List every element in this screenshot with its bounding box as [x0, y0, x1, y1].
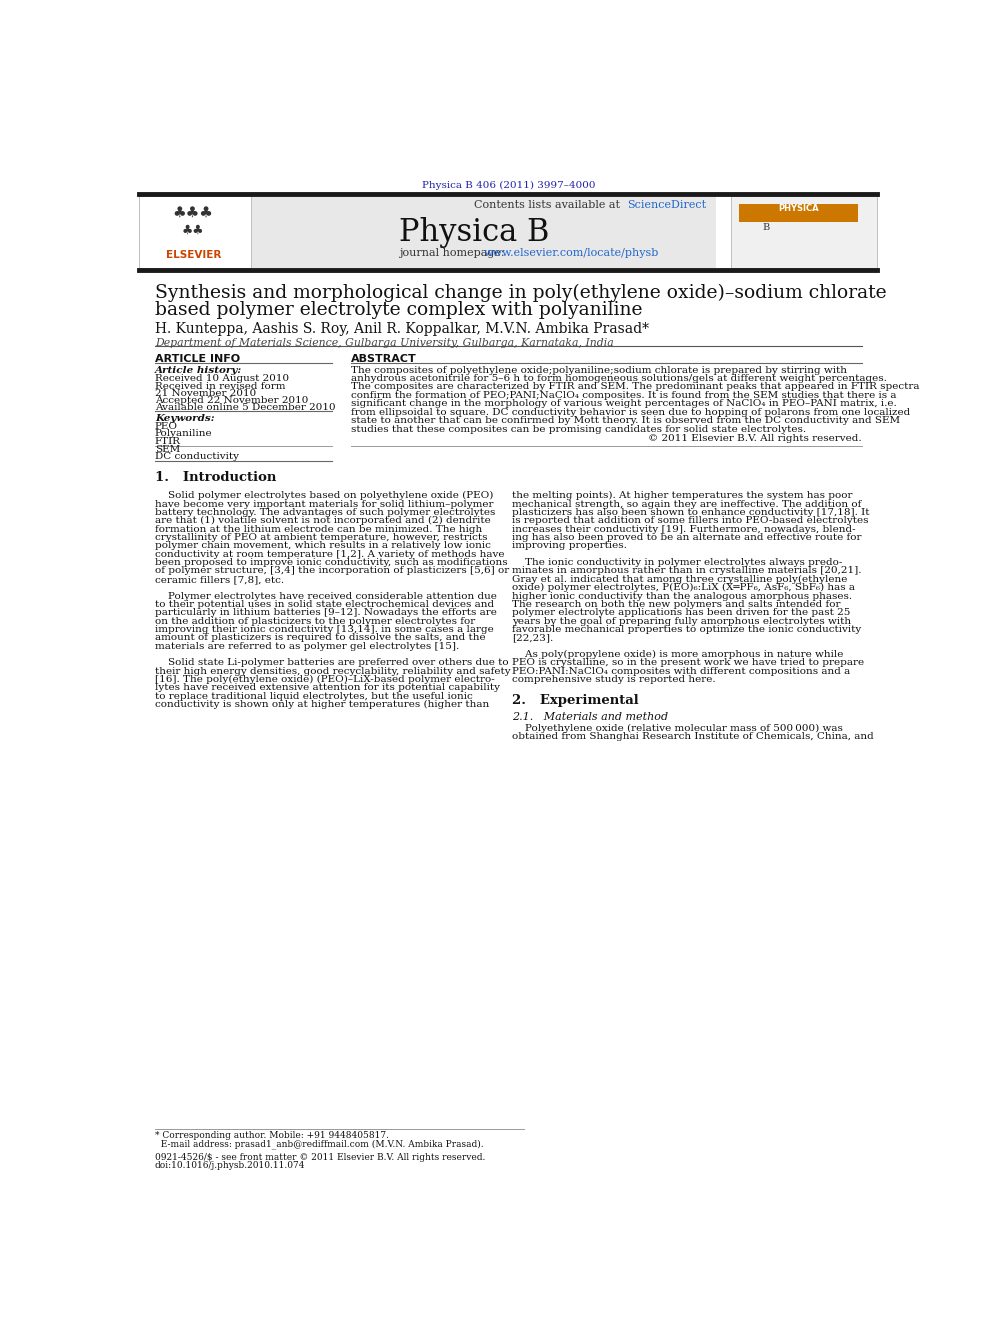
Text: of polymer structure, [3,4] the incorporation of plasticizers [5,6] or: of polymer structure, [3,4] the incorpor… [155, 566, 509, 576]
Text: 2.1.   Materials and method: 2.1. Materials and method [512, 712, 669, 722]
Text: state to another that can be confirmed by Mott theory. It is observed from the D: state to another that can be confirmed b… [351, 417, 900, 425]
Text: doi:10.1016/j.physb.2010.11.074: doi:10.1016/j.physb.2010.11.074 [155, 1162, 306, 1170]
Text: DC conductivity: DC conductivity [155, 452, 239, 462]
Text: Synthesis and morphological change in poly(ethylene oxide)–sodium chlorate: Synthesis and morphological change in po… [155, 284, 887, 303]
Text: crystallinity of PEO at ambient temperature, however, restricts: crystallinity of PEO at ambient temperat… [155, 533, 487, 542]
FancyBboxPatch shape [139, 196, 716, 267]
Text: confirm the formation of PEO;PANI;NaClO₄ composites. It is found from the SEM st: confirm the formation of PEO;PANI;NaClO₄… [351, 390, 897, 400]
Text: based polymer electrolyte complex with polyaniline: based polymer electrolyte complex with p… [155, 302, 642, 319]
Text: Received in revised form: Received in revised form [155, 382, 286, 390]
Text: The composites are characterized by FTIR and SEM. The predominant peaks that app: The composites are characterized by FTIR… [351, 382, 920, 392]
Text: mechanical strength, so again they are ineffective. The addition of: mechanical strength, so again they are i… [512, 500, 862, 508]
Text: Gray et al. indicated that among three crystalline poly(ethylene: Gray et al. indicated that among three c… [512, 574, 847, 583]
Text: minates in amorphous rather than in crystalline materials [20,21].: minates in amorphous rather than in crys… [512, 566, 862, 576]
Text: have become very important materials for solid lithium–polymer: have become very important materials for… [155, 500, 493, 508]
Text: Accepted 22 November 2010: Accepted 22 November 2010 [155, 396, 309, 405]
Text: their high energy densities, good recyclability, reliability and safety: their high energy densities, good recycl… [155, 667, 510, 676]
Text: The research on both the new polymers and salts intended for: The research on both the new polymers an… [512, 599, 841, 609]
Text: favorable mechanical properties to optimize the ionic conductivity: favorable mechanical properties to optim… [512, 624, 861, 634]
Text: The composites of polyethylene oxide;polyaniline;sodium chlorate is prepared by : The composites of polyethylene oxide;pol… [351, 365, 847, 374]
Text: FTIR: FTIR [155, 437, 181, 446]
Text: is reported that addition of some fillers into PEO-based electrolytes: is reported that addition of some filler… [512, 516, 869, 525]
Text: [16]. The poly(ethylene oxide) (PEO)–LiX-based polymer electro-: [16]. The poly(ethylene oxide) (PEO)–LiX… [155, 675, 494, 684]
Text: 2.   Experimental: 2. Experimental [512, 693, 639, 706]
Text: Polyaniline: Polyaniline [155, 429, 212, 438]
Text: Solid state Li-polymer batteries are preferred over others due to: Solid state Li-polymer batteries are pre… [155, 659, 508, 667]
Text: Available online 5 December 2010: Available online 5 December 2010 [155, 404, 335, 413]
Text: significant change in the morphology of various weight percentages of NaClO₄ in : significant change in the morphology of … [351, 400, 897, 409]
Text: particularly in lithium batteries [9–12]. Nowadays the efforts are: particularly in lithium batteries [9–12]… [155, 609, 497, 618]
Text: anhydrous acetonitrile for 5–6 h to form homogeneous solutions/gels at different: anhydrous acetonitrile for 5–6 h to form… [351, 374, 887, 384]
Text: polymer chain movement, which results in a relatively low ionic: polymer chain movement, which results in… [155, 541, 491, 550]
Text: E-mail address: prasad1_anb@rediffmail.com (M.V.N. Ambika Prasad).: E-mail address: prasad1_anb@rediffmail.c… [155, 1139, 483, 1148]
Text: are that (1) volatile solvent is not incorporated and (2) dendrite: are that (1) volatile solvent is not inc… [155, 516, 490, 525]
Text: studies that these composites can be promising candidates for solid state electr: studies that these composites can be pro… [351, 425, 806, 434]
Text: conductivity at room temperature [1,2]. A variety of methods have: conductivity at room temperature [1,2]. … [155, 550, 504, 558]
Text: © 2011 Elsevier B.V. All rights reserved.: © 2011 Elsevier B.V. All rights reserved… [649, 434, 862, 443]
Text: ELSEVIER: ELSEVIER [166, 250, 221, 261]
Text: Polymer electrolytes have received considerable attention due: Polymer electrolytes have received consi… [155, 591, 497, 601]
Text: improving properties.: improving properties. [512, 541, 627, 550]
Text: battery technology. The advantages of such polymer electrolytes: battery technology. The advantages of su… [155, 508, 495, 517]
Text: years by the goal of preparing fully amorphous electrolytes with: years by the goal of preparing fully amo… [512, 617, 851, 626]
Text: Physica B 406 (2011) 3997–4000: Physica B 406 (2011) 3997–4000 [422, 181, 595, 191]
Text: ♣♣: ♣♣ [182, 224, 204, 237]
FancyBboxPatch shape [139, 196, 251, 267]
Text: improving their ionic conductivity [13,14]. in some cases a large: improving their ionic conductivity [13,1… [155, 624, 493, 634]
Text: plasticizers has also been shown to enhance conductivity [17,18]. It: plasticizers has also been shown to enha… [512, 508, 870, 517]
Text: formation at the lithium electrode can be minimized. The high: formation at the lithium electrode can b… [155, 525, 482, 533]
Text: lytes have received extensive attention for its potential capability: lytes have received extensive attention … [155, 684, 500, 692]
Text: amount of plasticizers is required to dissolve the salts, and the: amount of plasticizers is required to di… [155, 634, 485, 642]
Text: ceramic fillers [7,8], etc.: ceramic fillers [7,8], etc. [155, 574, 284, 583]
Text: from ellipsoidal to square. DC conductivity behavior is seen due to hopping of p: from ellipsoidal to square. DC conductiv… [351, 407, 910, 417]
Text: to replace traditional liquid electrolytes, but the useful ionic: to replace traditional liquid electrolyt… [155, 692, 472, 701]
Text: obtained from Shanghai Research Institute of Chemicals, China, and: obtained from Shanghai Research Institut… [512, 733, 874, 741]
Text: Physica B: Physica B [399, 217, 549, 247]
Text: higher ionic conductivity than the analogous amorphous phases.: higher ionic conductivity than the analo… [512, 591, 852, 601]
Text: increases their conductivity [19]. Furthermore, nowadays, blend-: increases their conductivity [19]. Furth… [512, 525, 856, 533]
Text: on the addition of plasticizers to the polymer electrolytes for: on the addition of plasticizers to the p… [155, 617, 475, 626]
Text: As poly(propylene oxide) is more amorphous in nature while: As poly(propylene oxide) is more amorpho… [512, 650, 843, 659]
Text: polymer electrolyte applications has been driven for the past 25: polymer electrolyte applications has bee… [512, 609, 850, 618]
FancyBboxPatch shape [731, 196, 878, 267]
Text: conductivity is shown only at higher temperatures (higher than: conductivity is shown only at higher tem… [155, 700, 489, 709]
Text: Solid polymer electrolytes based on polyethylene oxide (PEO): Solid polymer electrolytes based on poly… [155, 491, 493, 500]
Text: SEM: SEM [155, 445, 180, 454]
Text: Contents lists available at: Contents lists available at [474, 200, 623, 209]
Text: ing has also been proved to be an alternate and effective route for: ing has also been proved to be an altern… [512, 533, 862, 542]
Text: The ionic conductivity in polymer electrolytes always predo-: The ionic conductivity in polymer electr… [512, 558, 842, 568]
Text: journal homepage:: journal homepage: [399, 249, 508, 258]
Text: ABSTRACT: ABSTRACT [351, 355, 417, 364]
Text: PHYSICA: PHYSICA [779, 204, 819, 213]
Text: PEO is crystalline, so in the present work we have tried to prepare: PEO is crystalline, so in the present wo… [512, 659, 864, 667]
Text: 1.   Introduction: 1. Introduction [155, 471, 276, 484]
Text: Received 10 August 2010: Received 10 August 2010 [155, 373, 289, 382]
Text: B: B [762, 224, 770, 232]
Text: PEO: PEO [155, 422, 178, 430]
Text: ♣♣♣: ♣♣♣ [173, 205, 213, 220]
Text: PEO:PANI:NaClO₄ composites with different compositions and a: PEO:PANI:NaClO₄ composites with differen… [512, 667, 850, 676]
Text: been proposed to improve ionic conductivity, such as modifications: been proposed to improve ionic conductiv… [155, 558, 507, 568]
Text: H. Kunteppa, Aashis S. Roy, Anil R. Koppalkar, M.V.N. Ambika Prasad*: H. Kunteppa, Aashis S. Roy, Anil R. Kopp… [155, 321, 649, 336]
Text: materials are referred to as polymer gel electrolytes [15].: materials are referred to as polymer gel… [155, 642, 459, 651]
Text: the melting points). At higher temperatures the system has poor: the melting points). At higher temperatu… [512, 491, 853, 500]
Text: www.elsevier.com/locate/physb: www.elsevier.com/locate/physb [484, 249, 659, 258]
Text: comprehensive study is reported here.: comprehensive study is reported here. [512, 675, 716, 684]
Text: ARTICLE INFO: ARTICLE INFO [155, 355, 240, 364]
Text: Department of Materials Science, Gulbarga University, Gulbarga, Karnataka, India: Department of Materials Science, Gulbarg… [155, 339, 613, 348]
Text: Polyethylene oxide (relative molecular mass of 500 000) was: Polyethylene oxide (relative molecular m… [512, 724, 843, 733]
FancyBboxPatch shape [739, 204, 858, 222]
Text: to their potential uses in solid state electrochemical devices and: to their potential uses in solid state e… [155, 599, 494, 609]
Text: 0921-4526/$ - see front matter © 2011 Elsevier B.V. All rights reserved.: 0921-4526/$ - see front matter © 2011 El… [155, 1154, 485, 1162]
Text: [22,23].: [22,23]. [512, 634, 554, 642]
Text: oxide) polymer electrolytes, P(EO)₆:LiX (X═PF₆, AsF₆, SbF₆) has a: oxide) polymer electrolytes, P(EO)₆:LiX … [512, 583, 855, 593]
Text: Article history:: Article history: [155, 365, 242, 374]
Text: 21 November 2010: 21 November 2010 [155, 389, 256, 398]
Text: Keywords:: Keywords: [155, 414, 214, 423]
Text: * Corresponding author. Mobile: +91 9448405817.: * Corresponding author. Mobile: +91 9448… [155, 1131, 389, 1139]
Text: ScienceDirect: ScienceDirect [628, 200, 706, 209]
